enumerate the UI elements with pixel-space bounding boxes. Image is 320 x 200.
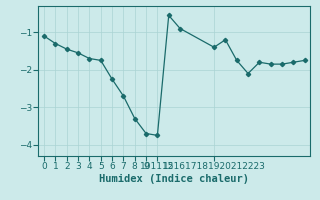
X-axis label: Humidex (Indice chaleur): Humidex (Indice chaleur)	[100, 174, 249, 184]
